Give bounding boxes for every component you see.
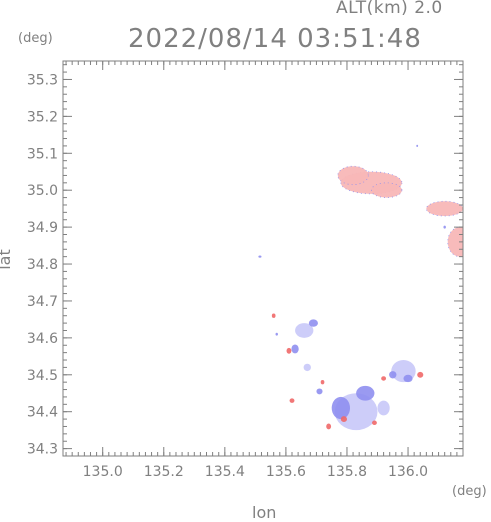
y-tick-label: 34.5 — [27, 368, 58, 384]
echo-cell — [377, 400, 390, 416]
x-tick-label: 135.6 — [266, 464, 306, 480]
echo-cell — [425, 200, 463, 217]
y-unit-label: (deg) — [18, 31, 53, 46]
echo-cell — [326, 423, 332, 430]
altitude-label: ALT(km) 2.0 — [336, 0, 443, 18]
echo-cell — [286, 347, 292, 354]
echo-cell — [389, 371, 397, 379]
echo-cell — [316, 388, 323, 395]
y-tick-label: 34.9 — [27, 220, 58, 236]
x-tick-label: 135.4 — [205, 464, 245, 480]
y-tick-label: 35.2 — [27, 109, 58, 125]
chart-title-datetime: 2022/08/14 03:51:48 — [128, 24, 422, 54]
echo-layer — [258, 144, 463, 431]
x-tick-label: 135.8 — [327, 464, 367, 480]
echo-cell — [417, 371, 424, 378]
x-tick-label: 135.2 — [144, 464, 184, 480]
echo-cell — [337, 165, 369, 186]
echo-cell — [381, 376, 387, 381]
echo-cell — [370, 182, 403, 198]
echo-cell — [291, 344, 299, 354]
y-tick-label: 34.3 — [27, 442, 58, 458]
y-tick-label: 35.0 — [27, 183, 58, 199]
y-tick-label: 34.6 — [27, 331, 58, 347]
x-axis-label: lon — [252, 503, 277, 522]
echo-cell — [443, 225, 446, 229]
x-unit-label: (deg) — [452, 484, 487, 499]
echo-cell — [295, 323, 314, 338]
echo-cell — [275, 332, 278, 336]
echo-cell — [308, 319, 318, 327]
echo-cell — [356, 385, 375, 401]
y-tick-label: 35.3 — [27, 72, 58, 88]
echo-cell — [403, 374, 413, 383]
echo-cell — [289, 398, 295, 403]
tick-layer: 135.0 135.2 135.4 135.6 135.8 136.0 34.3 34.4 34… — [27, 61, 464, 480]
x-tick-label: 135.0 — [83, 464, 123, 480]
echo-cell — [331, 396, 351, 420]
echo-cell — [258, 255, 262, 258]
echo-cell — [303, 363, 311, 372]
y-tick-label: 34.7 — [27, 294, 58, 310]
echo-cell — [271, 313, 276, 318]
echo-cell — [416, 144, 419, 148]
y-tick-label: 34.8 — [27, 257, 58, 273]
echo-cell — [320, 379, 325, 385]
x-tick-label: 136.0 — [388, 464, 428, 480]
y-tick-label: 34.4 — [27, 405, 58, 421]
echo-cell — [340, 416, 347, 423]
y-tick-label: 35.1 — [27, 146, 58, 162]
plot-frame — [62, 60, 464, 457]
echo-cell — [372, 420, 377, 425]
